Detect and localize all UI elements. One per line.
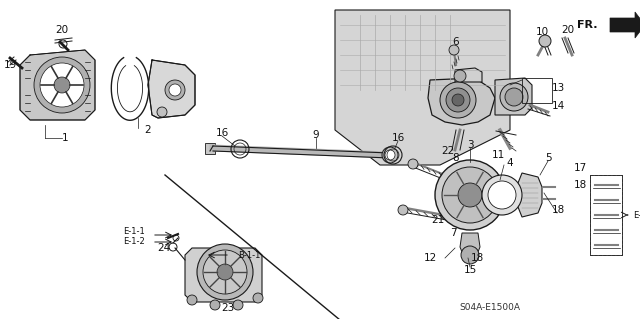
Circle shape [233, 300, 243, 310]
Bar [590, 175, 622, 255]
Circle shape [435, 160, 505, 230]
Circle shape [408, 159, 418, 169]
Text: B-1-1: B-1-1 [238, 250, 260, 259]
Bar [590, 175, 622, 255]
Circle shape [446, 88, 470, 112]
Circle shape [454, 70, 466, 82]
Polygon shape [428, 78, 495, 125]
Text: 9: 9 [313, 130, 319, 140]
Circle shape [500, 83, 528, 111]
Text: 6: 6 [452, 37, 460, 47]
Circle shape [203, 250, 247, 294]
Circle shape [458, 183, 482, 207]
Circle shape [440, 82, 476, 118]
Circle shape [169, 84, 181, 96]
Text: 7: 7 [450, 228, 456, 238]
Text: FR.: FR. [577, 20, 598, 30]
Text: E-7: E-7 [633, 211, 640, 219]
Circle shape [165, 80, 185, 100]
Text: 14: 14 [552, 101, 564, 111]
Circle shape [210, 300, 220, 310]
Circle shape [449, 45, 459, 55]
Circle shape [398, 205, 408, 215]
Text: 20: 20 [561, 25, 575, 35]
Text: 20: 20 [56, 25, 68, 35]
Text: 18: 18 [470, 253, 484, 263]
Polygon shape [455, 68, 482, 82]
Text: 22: 22 [442, 146, 454, 156]
Circle shape [482, 175, 522, 215]
Text: 11: 11 [492, 150, 504, 160]
Text: 13: 13 [552, 83, 564, 93]
Polygon shape [205, 143, 215, 154]
Text: 12: 12 [424, 253, 436, 263]
Circle shape [187, 295, 197, 305]
Circle shape [157, 107, 167, 117]
Text: 5: 5 [545, 153, 551, 163]
Text: S04A-E1500A: S04A-E1500A [460, 303, 520, 313]
Text: 24: 24 [157, 243, 170, 253]
Circle shape [452, 94, 464, 106]
Text: 15: 15 [463, 265, 477, 275]
Text: 10: 10 [536, 27, 548, 37]
Circle shape [442, 167, 498, 223]
Circle shape [40, 63, 84, 107]
Text: 4: 4 [507, 158, 513, 168]
Circle shape [217, 264, 233, 280]
Polygon shape [495, 78, 532, 115]
Circle shape [34, 57, 90, 113]
Circle shape [505, 88, 523, 106]
Polygon shape [185, 248, 262, 302]
Text: 8: 8 [452, 153, 460, 163]
Polygon shape [148, 60, 195, 118]
Circle shape [385, 150, 395, 160]
Text: 2: 2 [145, 125, 151, 135]
Circle shape [461, 246, 479, 264]
Polygon shape [610, 12, 640, 38]
Circle shape [382, 147, 398, 163]
Polygon shape [335, 10, 510, 165]
Circle shape [488, 181, 516, 209]
Polygon shape [20, 50, 95, 120]
Text: 18: 18 [552, 205, 564, 215]
Circle shape [54, 77, 70, 93]
Circle shape [253, 293, 263, 303]
Text: 16: 16 [216, 128, 228, 138]
Text: 16: 16 [392, 133, 404, 143]
Text: 3: 3 [467, 140, 474, 150]
Text: 1: 1 [61, 133, 68, 143]
Polygon shape [460, 233, 480, 260]
Text: 19: 19 [4, 60, 17, 70]
Text: 23: 23 [221, 303, 235, 313]
Circle shape [197, 244, 253, 300]
Bar [522, 78, 552, 103]
Text: E-1-2: E-1-2 [124, 238, 145, 247]
Text: 18: 18 [573, 180, 587, 190]
Circle shape [448, 192, 464, 208]
Text: 17: 17 [573, 163, 587, 173]
Text: 21: 21 [431, 215, 445, 225]
Polygon shape [518, 173, 542, 217]
Polygon shape [455, 185, 495, 205]
Text: E-1-1: E-1-1 [124, 227, 145, 236]
Circle shape [539, 35, 551, 47]
